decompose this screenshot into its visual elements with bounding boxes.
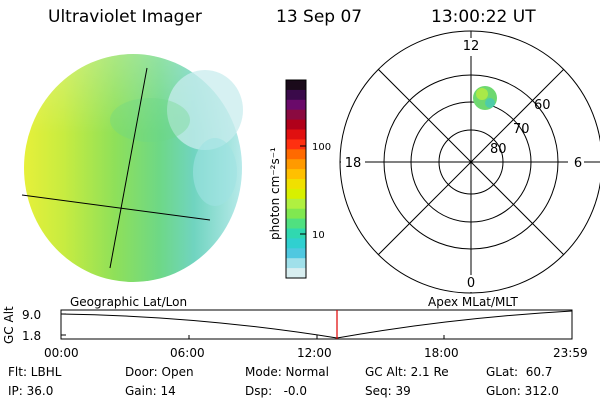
status-glat: GLat: 60.7	[486, 365, 553, 379]
status-ip: IP: 36.0	[8, 384, 54, 398]
earth-disk-image	[21, 54, 243, 282]
colorbar-cell	[286, 169, 306, 180]
colorbar-cell	[286, 208, 306, 220]
status-dsp: Dsp: -0.0	[245, 384, 308, 398]
status-door: Door: Open	[125, 365, 194, 379]
gc-alt-axis-label: GC Alt	[2, 306, 16, 344]
orbit-track-panel	[60, 309, 573, 340]
colorbar-tick-100: 100	[312, 142, 331, 153]
x-tick-2359: 23:59	[553, 346, 588, 360]
colorbar-cell	[286, 228, 306, 239]
geographic-label: Geographic Lat/Lon	[70, 295, 188, 309]
mlt-label-6: 6	[574, 156, 582, 171]
colorbar-cell	[286, 268, 306, 279]
status-seq: Seq: 39	[365, 384, 411, 398]
instrument-title: Ultraviolet Imager	[48, 7, 202, 27]
colorbar-cell	[286, 179, 306, 190]
colorbar-unit-label: photon cm⁻²s⁻¹	[268, 147, 282, 240]
observation-date: 13 Sep 07	[276, 7, 363, 27]
x-tick-1200: 12:00	[297, 346, 332, 360]
colorbar-cell	[286, 188, 306, 200]
x-tick-0000: 00:00	[44, 346, 79, 360]
colorbar-cell	[286, 238, 306, 249]
status-gc-alt: GC Alt: 2.1 Re	[365, 365, 449, 379]
status-filter: Flt: LBHL	[8, 365, 62, 379]
x-tick-0600: 06:00	[170, 346, 205, 360]
latitude-line	[21, 194, 211, 221]
apex-label: Apex MLat/MLT	[428, 295, 518, 309]
colorbar-cell	[286, 129, 306, 140]
colorbar-cell	[286, 198, 306, 210]
mlt-label-18: 18	[345, 156, 362, 171]
colorbar-tick-10: 10	[312, 230, 325, 241]
lat-label-60: 60	[534, 98, 551, 113]
status-mode: Mode: Normal	[245, 365, 329, 379]
lat-label-70: 70	[513, 122, 530, 137]
colorbar-cell	[286, 159, 306, 170]
colorbar-cell	[286, 218, 306, 230]
mlt-label-0: 0	[467, 276, 475, 291]
meridian-line	[109, 67, 148, 269]
polar-plot: 12 18 6 0 60 70 80	[339, 30, 600, 294]
mlt-label-12: 12	[463, 39, 480, 54]
colorbar-cell	[286, 80, 306, 91]
colorbar-cell	[286, 258, 306, 269]
colorbar-cell	[286, 119, 306, 131]
colorbar-cell	[286, 89, 306, 101]
colorbar: 100 10 photon cm⁻²s⁻¹	[268, 79, 331, 279]
colorbar-cell	[286, 149, 306, 160]
y-tick-9: 9.0	[22, 308, 42, 322]
y-tick-1-8: 1.8	[22, 329, 42, 343]
status-gain: Gain: 14	[125, 384, 176, 398]
observation-time: 13:00:22 UT	[431, 7, 536, 27]
colorbar-cell	[286, 139, 306, 150]
colorbar-cell	[286, 248, 306, 259]
x-tick-1800: 18:00	[424, 346, 459, 360]
colorbar-cell	[286, 109, 306, 121]
colorbar-cell	[286, 99, 306, 111]
lat-label-80: 80	[490, 142, 507, 157]
status-glon: GLon: 312.0	[486, 384, 559, 398]
